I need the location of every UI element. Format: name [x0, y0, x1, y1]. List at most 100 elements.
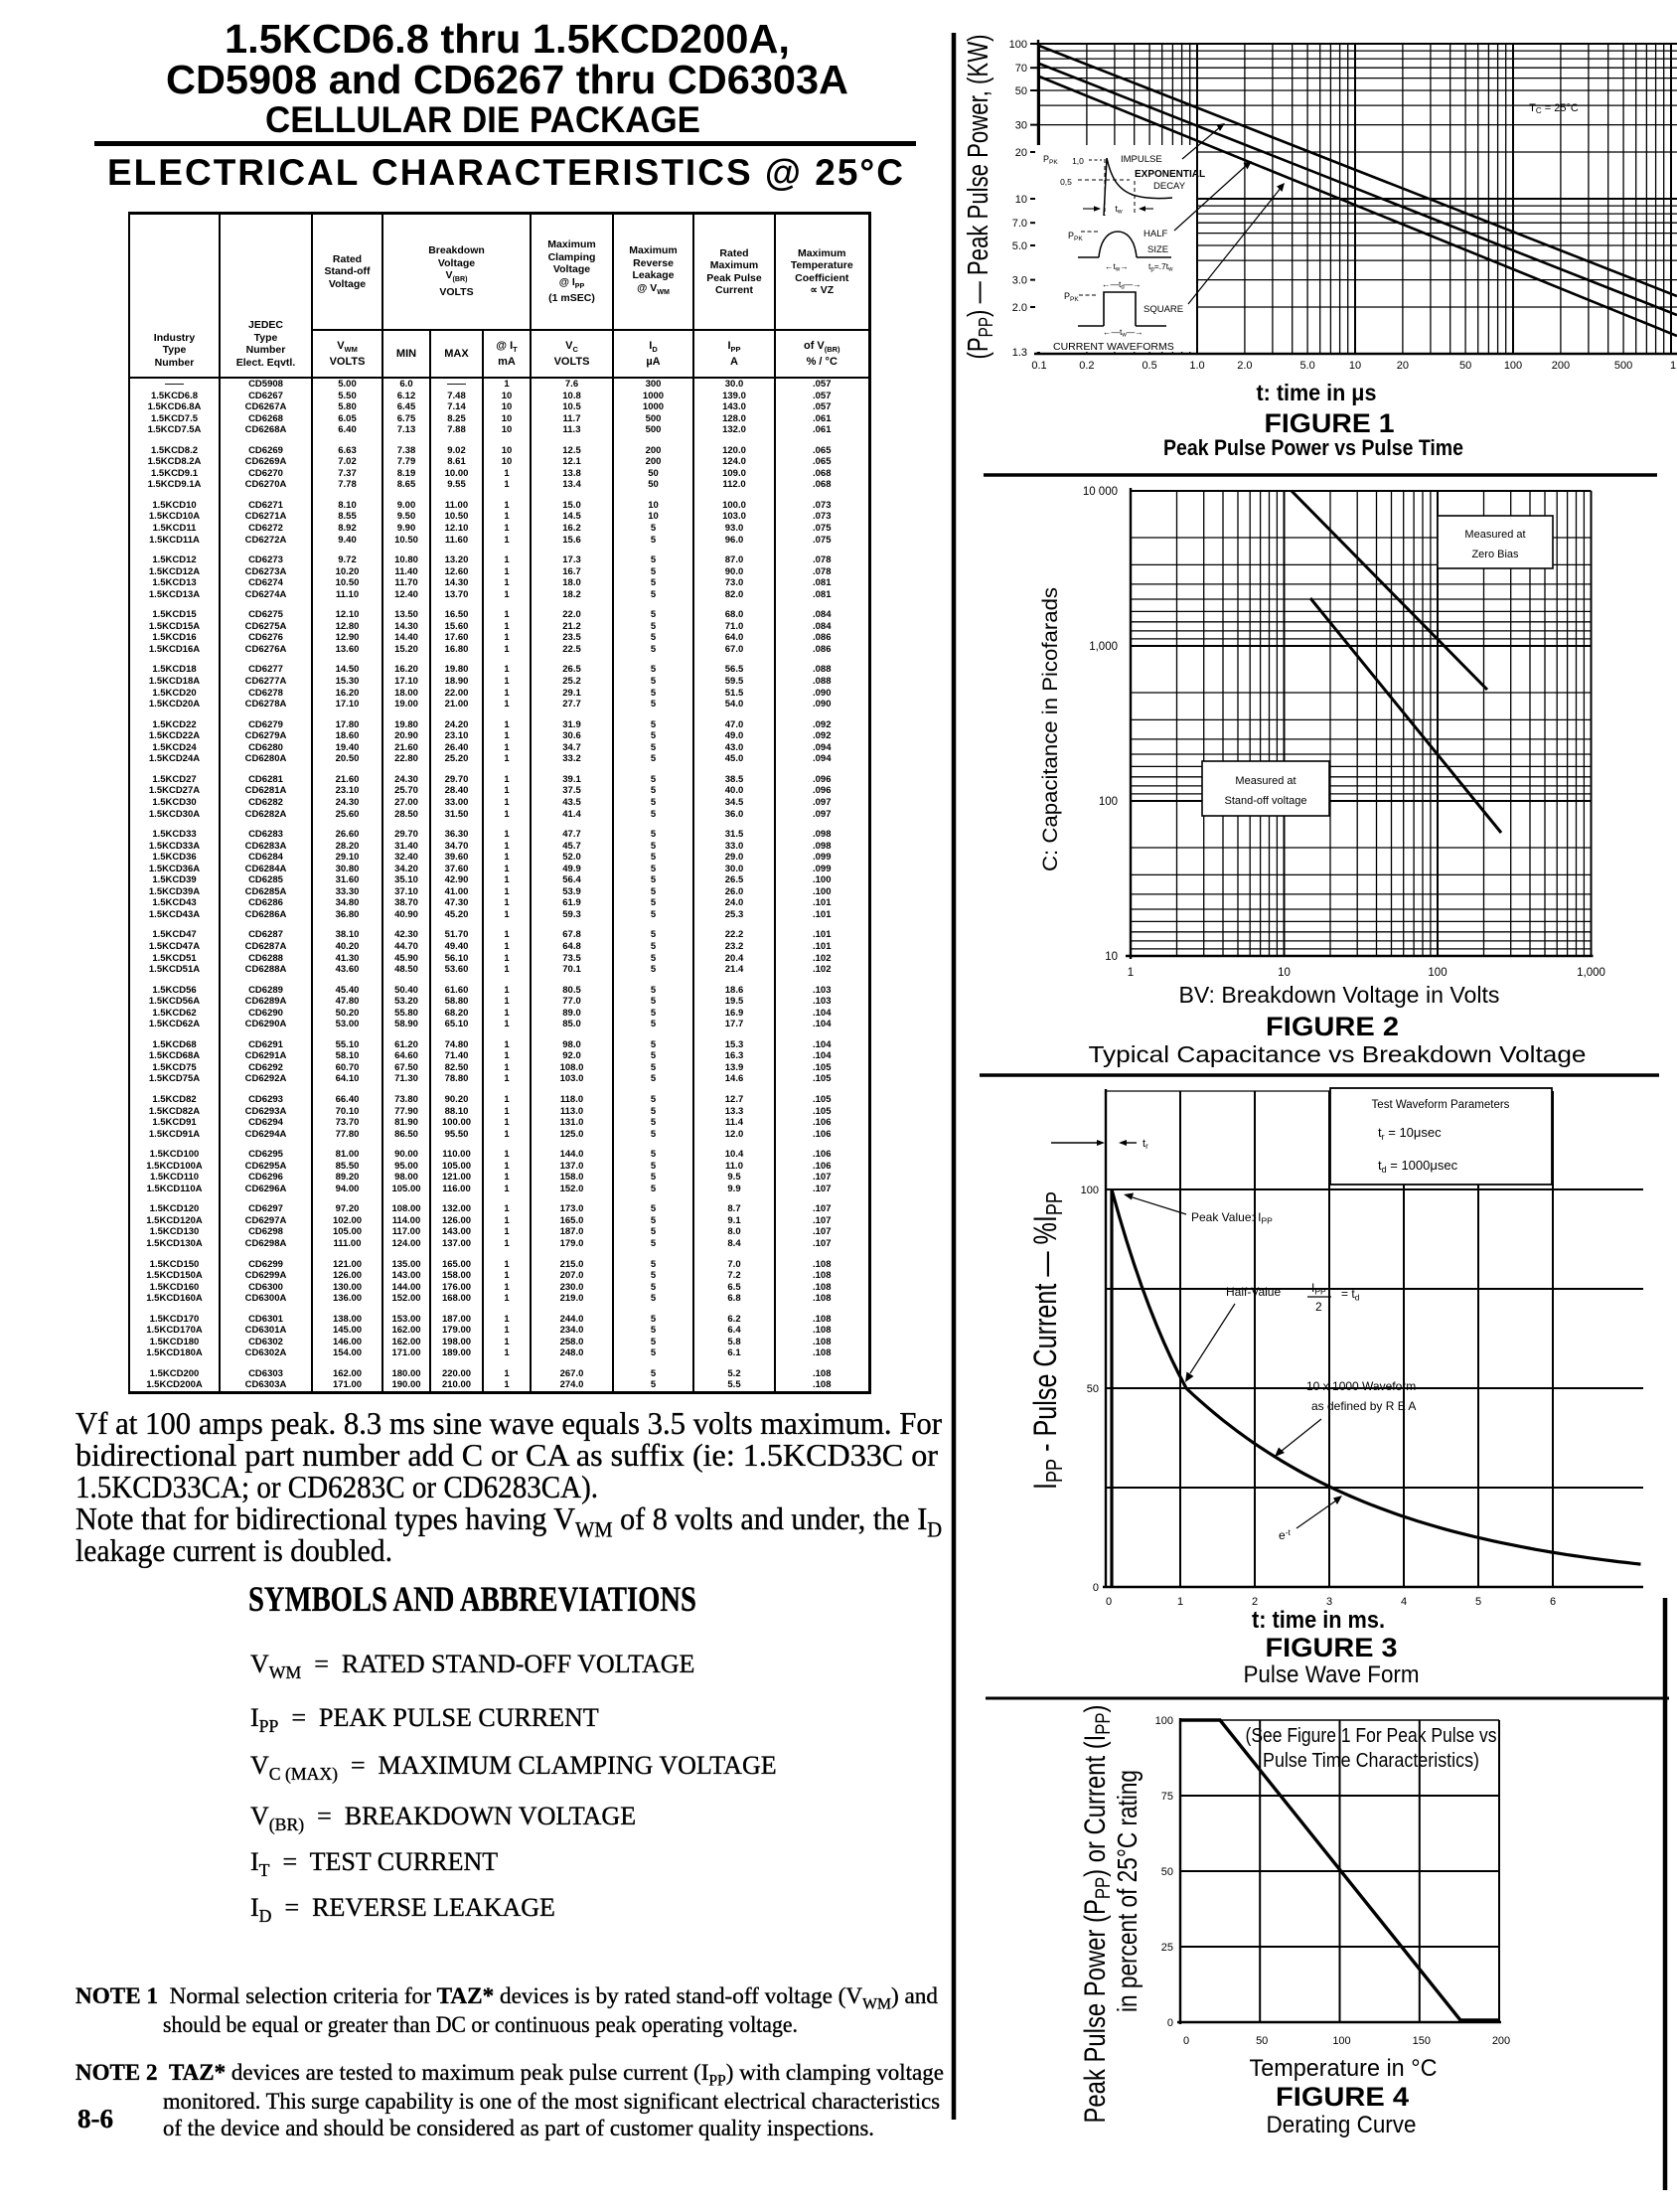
svg-text:10: 10: [1278, 967, 1291, 979]
svg-text:Temperature in °C: Temperature in °C: [1250, 2055, 1438, 2082]
svg-text:5: 5: [1475, 1596, 1481, 1608]
svg-text:4: 4: [1401, 1596, 1407, 1608]
svg-text:50: 50: [1459, 360, 1471, 372]
svg-text:HALF: HALF: [1143, 229, 1167, 239]
svg-text:FIGURE 2: FIGURE 2: [1266, 1012, 1399, 1041]
svg-text:0: 0: [1183, 2035, 1189, 2047]
svg-text:Measured at: Measured at: [1235, 775, 1296, 787]
svg-text:e-t: e-t: [1279, 1527, 1292, 1542]
svg-text:as defined by R E A: as defined by R E A: [1311, 1399, 1416, 1413]
svg-text:10: 10: [1015, 194, 1027, 206]
svg-text:1,000: 1,000: [1089, 641, 1118, 653]
svg-text:50: 50: [1087, 1383, 1099, 1395]
svg-text:tr: tr: [1143, 1138, 1148, 1151]
svg-text:←—tw—→: ←—tw—→: [1103, 327, 1143, 339]
svg-text:20: 20: [1015, 147, 1027, 159]
svg-text:Half-Value: Half-Value: [1226, 1285, 1281, 1299]
svg-text:BV: Breakdown Voltage in Volts: BV: Breakdown Voltage in Volts: [1179, 982, 1500, 1008]
svg-text:DECAY: DECAY: [1153, 181, 1186, 192]
svg-text:tr = 10μsec: tr = 10μsec: [1378, 1125, 1442, 1142]
svg-text:1.0: 1.0: [1189, 360, 1204, 372]
svg-text:(See Figure 1 For Peak Pulse v: (See Figure 1 For Peak Pulse vs: [1246, 1725, 1497, 1747]
svg-text:TC = 25°C: TC = 25°C: [1529, 102, 1579, 115]
svg-text:100: 100: [1428, 967, 1447, 979]
svg-text:t: time in μs: t: time in μs: [1257, 380, 1377, 405]
svg-text:25: 25: [1161, 1942, 1173, 1954]
svg-text:FIGURE 1: FIGURE 1: [1265, 408, 1395, 438]
svg-text:5.0: 5.0: [1299, 360, 1314, 372]
svg-text:td = 1000μsec: td = 1000μsec: [1378, 1158, 1458, 1175]
svg-text:0.5: 0.5: [1142, 360, 1156, 372]
svg-text:2.0: 2.0: [1012, 302, 1027, 314]
svg-text:CURRENT WAVEFORMS: CURRENT WAVEFORMS: [1053, 341, 1174, 353]
svg-text:1: 1: [1670, 360, 1676, 372]
svg-text:10: 10: [1349, 360, 1361, 372]
svg-text:tw: tw: [1115, 204, 1123, 216]
svg-text:500: 500: [1614, 360, 1632, 372]
svg-text:70: 70: [1015, 63, 1027, 75]
svg-text:100: 100: [1155, 1715, 1173, 1727]
svg-text:IPP: IPP: [1311, 1281, 1326, 1297]
svg-text:30: 30: [1015, 120, 1027, 132]
svg-text:Peak Pulse Power vs Pulse Time: Peak Pulse Power vs Pulse Time: [1163, 435, 1463, 460]
svg-text:10: 10: [1105, 951, 1118, 963]
svg-text:50: 50: [1161, 1866, 1173, 1878]
svg-text:SIZE: SIZE: [1147, 244, 1168, 255]
svg-text:50: 50: [1015, 85, 1027, 97]
svg-text:1.3: 1.3: [1012, 347, 1027, 359]
svg-text:100: 100: [1504, 360, 1522, 372]
svg-text:Zero Bias: Zero Bias: [1471, 549, 1519, 560]
svg-text:←tw→: ←tw→: [1105, 261, 1129, 273]
svg-text:6: 6: [1550, 1596, 1556, 1608]
svg-text:Derating Curve: Derating Curve: [1267, 2112, 1417, 2138]
svg-text:20: 20: [1397, 360, 1409, 372]
svg-text:Pulse Time Characteristics): Pulse Time Characteristics): [1263, 1750, 1479, 1772]
svg-text:EXPONENTIAL: EXPONENTIAL: [1135, 169, 1205, 180]
svg-text:1: 1: [1177, 1596, 1183, 1608]
svg-text:FIGURE 4: FIGURE 4: [1276, 2082, 1409, 2112]
svg-text:2.0: 2.0: [1237, 360, 1252, 372]
svg-text:tp=.7tw: tp=.7tw: [1148, 261, 1173, 273]
svg-text:7.0: 7.0: [1012, 218, 1027, 230]
svg-text:Pulse Wave Form: Pulse Wave Form: [1244, 1661, 1420, 1688]
svg-text:(PPP) — Peak Pulse Power, (KW): (PPP) — Peak Pulse Power, (KW): [963, 35, 997, 360]
svg-text:100: 100: [1009, 39, 1027, 51]
svg-text:1,000: 1,000: [1577, 967, 1605, 979]
svg-text:Measured at: Measured at: [1464, 529, 1525, 541]
svg-text:C: Capacitance in Picofarads: C: Capacitance in Picofarads: [1039, 587, 1062, 871]
svg-text:10 x 1000 Waveform: 10 x 1000 Waveform: [1306, 1379, 1416, 1393]
svg-text:0,5: 0,5: [1060, 177, 1072, 187]
svg-text:200: 200: [1492, 2035, 1510, 2047]
svg-text:IMPULSE: IMPULSE: [1121, 154, 1162, 165]
svg-text:IPP - Pulse Current — %IPP: IPP - Pulse Current — %IPP: [1027, 1191, 1067, 1490]
svg-text:200: 200: [1552, 360, 1570, 372]
svg-text:0: 0: [1167, 2017, 1173, 2029]
svg-text:in percent of 25°C rating: in percent of 25°C rating: [1112, 1770, 1143, 2012]
svg-text:3.0: 3.0: [1012, 275, 1027, 287]
svg-text:←—td—→: ←—td—→: [1102, 279, 1142, 291]
svg-text:t: time in ms.: t: time in ms.: [1252, 1607, 1385, 1634]
svg-text:3: 3: [1326, 1596, 1332, 1608]
svg-text:1: 1: [1128, 967, 1134, 979]
svg-text:100: 100: [1099, 796, 1118, 808]
svg-text:150: 150: [1413, 2035, 1431, 2047]
svg-text:Peak Value: IPP: Peak Value: IPP: [1191, 1210, 1273, 1226]
svg-text:5.0: 5.0: [1012, 240, 1027, 252]
svg-text:1,0: 1,0: [1072, 156, 1084, 166]
svg-text:100: 100: [1332, 2035, 1350, 2047]
svg-text:100: 100: [1081, 1185, 1099, 1196]
svg-text:2: 2: [1252, 1596, 1258, 1608]
svg-text:50: 50: [1256, 2035, 1268, 2047]
svg-text:Typical Capacitance vs Breakdo: Typical Capacitance vs Breakdown Voltage: [1089, 1041, 1587, 1067]
svg-text:Stand-off voltage: Stand-off voltage: [1225, 795, 1307, 807]
svg-text:10 000: 10 000: [1083, 486, 1118, 498]
svg-text:0.2: 0.2: [1079, 360, 1094, 372]
svg-text:0: 0: [1093, 1582, 1099, 1594]
svg-text:2: 2: [1315, 1300, 1322, 1314]
svg-text:FIGURE 3: FIGURE 3: [1266, 1633, 1398, 1662]
svg-text:0: 0: [1106, 1596, 1112, 1608]
svg-text:75: 75: [1161, 1791, 1173, 1803]
svg-text:Test Waveform Parameters: Test Waveform Parameters: [1372, 1099, 1510, 1111]
svg-text:0.1: 0.1: [1031, 360, 1046, 372]
svg-text:Peak Pulse Power (PPP) or Curr: Peak Pulse Power (PPP) or Current (IPP): [1079, 1705, 1115, 2124]
